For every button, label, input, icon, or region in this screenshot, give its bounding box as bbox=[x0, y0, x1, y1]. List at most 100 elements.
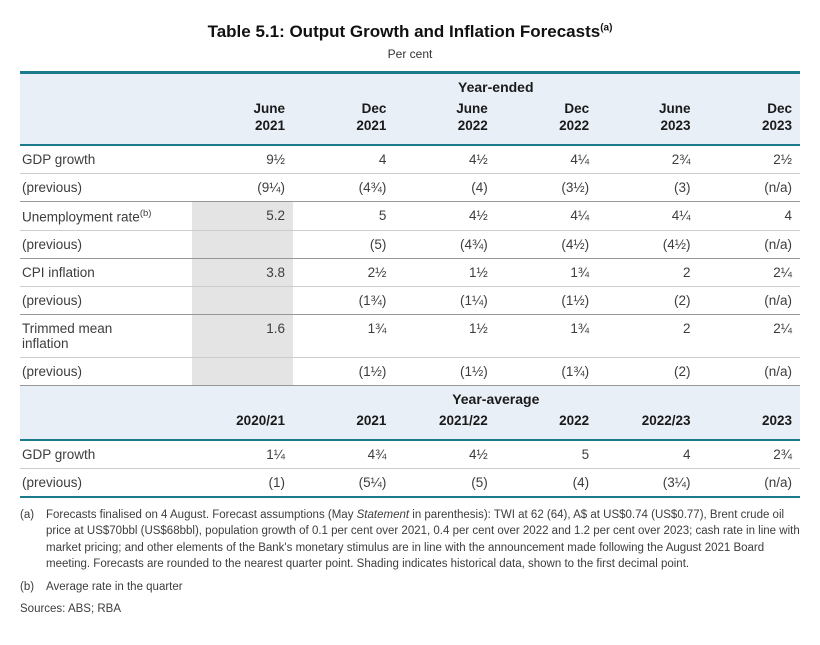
cell: 2 bbox=[597, 258, 699, 287]
column-header-blank bbox=[20, 410, 192, 442]
units-subtitle: Per cent bbox=[387, 47, 433, 61]
column-header: 2020/21 bbox=[191, 410, 293, 442]
cell: (1¾) bbox=[292, 286, 395, 315]
cell: 2½ bbox=[773, 151, 792, 167]
column-header: Dec 2022 bbox=[495, 98, 598, 146]
column-header: Dec 2021 bbox=[292, 98, 395, 146]
cell: 2¼ bbox=[698, 314, 800, 358]
cell: 1½ bbox=[394, 314, 496, 358]
footnote-a: (a) Forecasts finalised on 4 August. For… bbox=[20, 507, 800, 572]
cell: (5) bbox=[292, 230, 395, 259]
cell: (n/a) bbox=[698, 286, 800, 315]
cell-historical: 1.6 bbox=[191, 314, 293, 358]
footnote-b-text: Average rate in the quarter bbox=[46, 581, 183, 594]
cell: (1¾) bbox=[495, 357, 598, 386]
column-header: 2022 bbox=[495, 410, 598, 442]
cell: (3) bbox=[597, 172, 699, 202]
table-row-unemployment: Unemployment rate(b) 5.2 5 4½ 4¼ 4¼ 4 bbox=[20, 200, 800, 231]
cell: (n/a) bbox=[698, 468, 800, 498]
footnote-a-label: (a) bbox=[20, 509, 35, 522]
column-header: 2021 bbox=[292, 410, 395, 442]
cell: (2) bbox=[597, 357, 699, 386]
table-row-gdp-growth: GDP growth 9½ 4 4½ 4¼ 2¾ 2½ bbox=[20, 145, 800, 174]
footnote-a-text: Forecasts finalised on 4 August. Forecas… bbox=[46, 509, 800, 571]
row-label: GDP growth bbox=[22, 447, 96, 463]
year-ended-band-label: Year-ended bbox=[191, 72, 800, 98]
cell: (1¼) bbox=[394, 286, 496, 315]
column-header: 2022/23 bbox=[597, 410, 699, 442]
cell: 4 bbox=[683, 447, 691, 463]
cell: 4 bbox=[698, 200, 800, 231]
row-label: GDP growth bbox=[22, 151, 96, 167]
cell: 9½ bbox=[266, 151, 285, 167]
cell: (3¼) bbox=[597, 468, 699, 498]
row-label: (previous) bbox=[20, 357, 192, 386]
cell-historical bbox=[191, 357, 293, 386]
cell: (9¼) bbox=[191, 172, 293, 202]
table-row-gdp-previous: (previous) (9¼) (4¾) (4) (3½) (3) (n/a) bbox=[20, 172, 800, 202]
cell: (5) bbox=[394, 468, 496, 498]
column-header: 2023 bbox=[698, 410, 800, 442]
sources-line: Sources: ABS; RBA bbox=[20, 602, 121, 615]
row-label: Unemployment rate(b) bbox=[20, 200, 192, 231]
title-footnote-ref: (a) bbox=[600, 22, 613, 34]
title-text: Table 5.1: Output Growth and Inflation F… bbox=[207, 22, 601, 41]
cell: (4½) bbox=[495, 230, 598, 259]
cell: (n/a) bbox=[698, 230, 800, 259]
row-label: CPI inflation bbox=[20, 258, 192, 287]
cell: (5¼) bbox=[292, 468, 395, 498]
band-corner bbox=[20, 72, 192, 98]
column-header: June 2022 bbox=[394, 98, 496, 146]
cell: 4¾ bbox=[367, 447, 387, 463]
cell: 4 bbox=[378, 151, 387, 167]
table-row-trimmed-mean: Trimmed mean inflation 1.6 1¾ 1½ 1¾ 2 2¼ bbox=[20, 314, 800, 358]
page-title: Table 5.1: Output Growth and Inflation F… bbox=[208, 22, 613, 42]
column-header: Dec 2023 bbox=[698, 98, 800, 146]
table-row-cpi: CPI inflation 3.8 2½ 1½ 1¾ 2 2¼ bbox=[20, 258, 800, 287]
cell: 1¼ bbox=[266, 447, 285, 463]
row-label: (previous) bbox=[20, 468, 192, 498]
row-label: Trimmed mean inflation bbox=[20, 314, 192, 358]
cell: (4¾) bbox=[394, 230, 496, 259]
forecast-table: Year-ended June 2021 Dec 2021 June 2022 Dec… bbox=[20, 71, 800, 499]
cell: 4½ bbox=[468, 151, 488, 167]
cell-historical bbox=[191, 286, 293, 315]
cell: (n/a) bbox=[698, 172, 800, 202]
footnote-b: (b) Average rate in the quarter bbox=[20, 579, 800, 595]
cell-historical: 5.2 bbox=[191, 200, 293, 231]
cell: 2 bbox=[597, 314, 699, 358]
footnotes: (a) Forecasts finalised on 4 August. For… bbox=[20, 507, 800, 615]
column-header: 2021/22 bbox=[394, 410, 496, 442]
cell: 2¾ bbox=[773, 447, 792, 463]
row-label: (previous) bbox=[20, 286, 192, 315]
cell: 1½ bbox=[394, 258, 496, 287]
cell: (1½) bbox=[495, 286, 598, 315]
cell: (2) bbox=[597, 286, 699, 315]
table-row-ya-gdp-previous: (previous) (1) (5¼) (5) (4) (3¼) (n/a) bbox=[20, 468, 800, 498]
cell: 2¼ bbox=[698, 258, 800, 287]
column-header: June 2021 bbox=[191, 98, 293, 146]
cell: (n/a) bbox=[698, 357, 800, 386]
cell: 4¼ bbox=[597, 200, 699, 231]
cell: 4¼ bbox=[495, 200, 598, 231]
column-header: June 2023 bbox=[597, 98, 699, 146]
cell: (1) bbox=[191, 468, 293, 498]
column-header-blank bbox=[20, 98, 192, 146]
cell: (3½) bbox=[495, 172, 598, 202]
cell: (1½) bbox=[292, 357, 395, 386]
cell: 4½ bbox=[394, 200, 496, 231]
table-row-cpi-previous: (previous) (1¾) (1¼) (1½) (2) (n/a) bbox=[20, 286, 800, 315]
year-average-band: Year-average bbox=[20, 385, 800, 411]
cell: (4) bbox=[495, 468, 598, 498]
cell-historical: 3.8 bbox=[191, 258, 293, 287]
table-row-unemployment-previous: (previous) (5) (4¾) (4½) (4½) (n/a) bbox=[20, 230, 800, 259]
footnote-b-label: (b) bbox=[20, 581, 35, 594]
cell: 1¾ bbox=[495, 258, 598, 287]
cell: (4½) bbox=[597, 230, 699, 259]
cell: 4¼ bbox=[570, 151, 590, 167]
cell: 1¾ bbox=[292, 314, 395, 358]
year-average-band-label: Year-average bbox=[191, 385, 800, 411]
cell: 5 bbox=[292, 200, 395, 231]
cell-historical bbox=[191, 230, 293, 259]
cell: (4¾) bbox=[292, 172, 395, 202]
